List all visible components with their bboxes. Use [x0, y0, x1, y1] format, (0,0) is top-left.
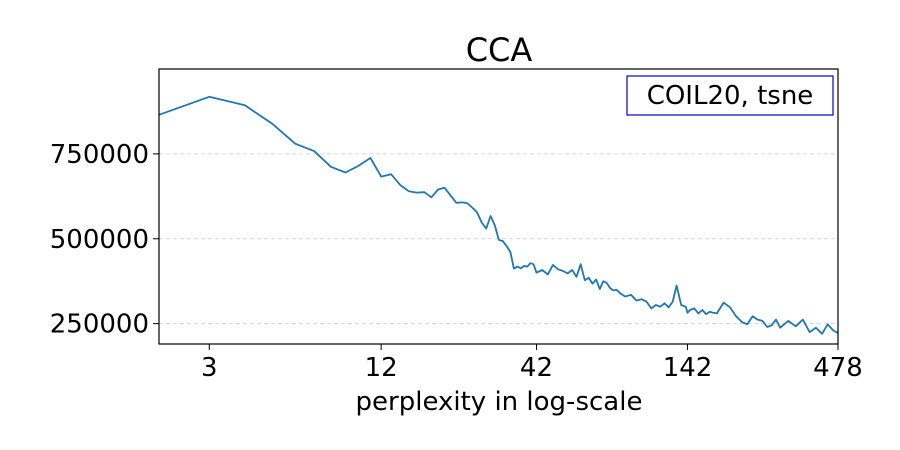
- annotation-box: COIL20, tsne: [626, 75, 834, 116]
- annotation-box-frame: [626, 75, 834, 116]
- x-axis-ticks: 3 12 42 142 478: [201, 344, 863, 383]
- x-tick-label: 3: [201, 353, 218, 383]
- plot-frame: [158, 68, 839, 345]
- x-tick-label: 142: [663, 353, 713, 383]
- x-tick-label: 42: [520, 353, 553, 383]
- chart-title: CCA: [466, 31, 533, 69]
- y-axis-ticks: 250000 500000 750000: [50, 140, 159, 340]
- plot-layer: [158, 95, 839, 335]
- y-tick-label: 500000: [50, 225, 149, 255]
- x-axis-title: perplexity in log-scale: [356, 387, 643, 417]
- y-tick-label: 750000: [50, 140, 149, 170]
- x-tick-label: 12: [365, 353, 398, 383]
- annotation-text: COIL20, tsne: [647, 81, 814, 111]
- x-tick-label: 478: [813, 353, 863, 383]
- y-tick-label: 250000: [50, 310, 149, 340]
- series-line: [158, 95, 839, 335]
